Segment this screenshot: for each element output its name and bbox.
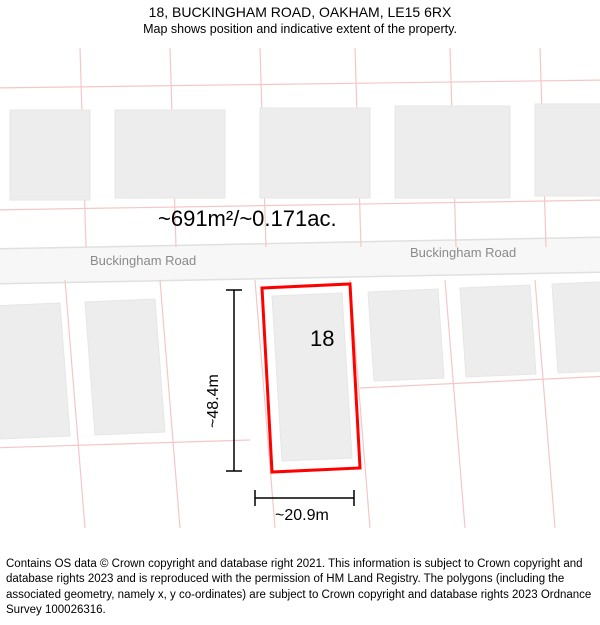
house-number-label: 18 [310, 326, 334, 352]
area-label: ~691m²/~0.171ac. [158, 206, 337, 232]
copyright-footer: Contains OS data © Crown copyright and d… [6, 557, 594, 619]
header: 18, BUCKINGHAM ROAD, OAKHAM, LE15 6RX Ma… [0, 4, 600, 36]
page-root: 18, BUCKINGHAM ROAD, OAKHAM, LE15 6RX Ma… [0, 0, 600, 625]
map-area: ~691m²/~0.171ac. Buckingham Road Bucking… [0, 48, 600, 528]
width-dimension-label: ~20.9m [275, 507, 329, 525]
road-name-label: Buckingham Road [90, 253, 196, 268]
road-name-label: Buckingham Road [410, 245, 516, 260]
map-svg [0, 48, 600, 528]
page-subtitle: Map shows position and indicative extent… [0, 22, 600, 36]
height-dimension-label: ~48.4m [205, 374, 223, 428]
page-title: 18, BUCKINGHAM ROAD, OAKHAM, LE15 6RX [0, 4, 600, 20]
